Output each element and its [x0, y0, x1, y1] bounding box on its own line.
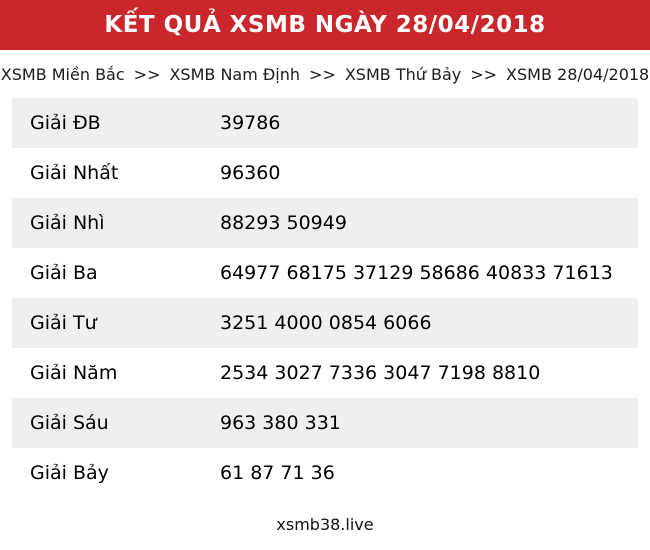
breadcrumb-item-mien-bac[interactable]: XSMB Miền Bắc [0, 64, 125, 84]
prize-numbers: 61 87 71 36 [220, 462, 335, 484]
prize-label: Giải ĐB [30, 112, 101, 134]
result-row-giai-bay: Giải Bảy 61 87 71 36 [12, 448, 638, 498]
page-title: KẾT QUẢ XSMB NGÀY 28/04/2018 [104, 12, 546, 38]
breadcrumb-item-date[interactable]: XSMB 28/04/2018 [506, 64, 650, 84]
breadcrumb-separator: >> [133, 64, 161, 84]
prize-numbers: 64977 68175 37129 58686 40833 71613 [220, 262, 613, 284]
site-name: xsmb38.live [276, 514, 374, 534]
prize-label: Giải Nhất [30, 162, 119, 184]
results-table: Giải ĐB 39786 Giải Nhất 96360 Giải Nhì 8… [0, 98, 650, 498]
breadcrumb: XSMB Miền Bắc >> XSMB Nam Định >> XSMB T… [0, 50, 650, 98]
prize-numbers: 88293 50949 [220, 212, 347, 234]
prize-numbers: 963 380 331 [220, 412, 341, 434]
page-footer: xsmb38.live [0, 498, 650, 550]
result-row-giai-nam: Giải Năm 2534 3027 7336 3047 7198 8810 [12, 348, 638, 398]
breadcrumb-item-nam-dinh[interactable]: XSMB Nam Định [169, 64, 301, 84]
prize-numbers: 2534 3027 7336 3047 7198 8810 [220, 362, 541, 384]
prize-label: Giải Bảy [30, 462, 109, 484]
prize-label: Giải Nhì [30, 212, 105, 234]
result-row-giai-nhat: Giải Nhất 96360 [12, 148, 638, 198]
result-row-giai-nhi: Giải Nhì 88293 50949 [12, 198, 638, 248]
page-header: KẾT QUẢ XSMB NGÀY 28/04/2018 [0, 0, 650, 50]
result-row-giai-ba: Giải Ba 64977 68175 37129 58686 40833 71… [12, 248, 638, 298]
prize-label: Giải Tư [30, 312, 97, 334]
result-row-giai-db: Giải ĐB 39786 [12, 98, 638, 148]
prize-numbers: 3251 4000 0854 6066 [220, 312, 432, 334]
prize-label: Giải Sáu [30, 412, 109, 434]
breadcrumb-separator: >> [309, 64, 336, 84]
result-row-giai-sau: Giải Sáu 963 380 331 [12, 398, 638, 448]
prize-numbers: 39786 [220, 112, 281, 134]
prize-numbers: 96360 [220, 162, 281, 184]
result-row-giai-tu: Giải Tư 3251 4000 0854 6066 [12, 298, 638, 348]
breadcrumb-item-thu-bay[interactable]: XSMB Thứ Bảy [344, 64, 462, 84]
breadcrumb-separator: >> [470, 64, 498, 84]
prize-label: Giải Ba [30, 262, 98, 284]
prize-label: Giải Năm [30, 362, 118, 384]
